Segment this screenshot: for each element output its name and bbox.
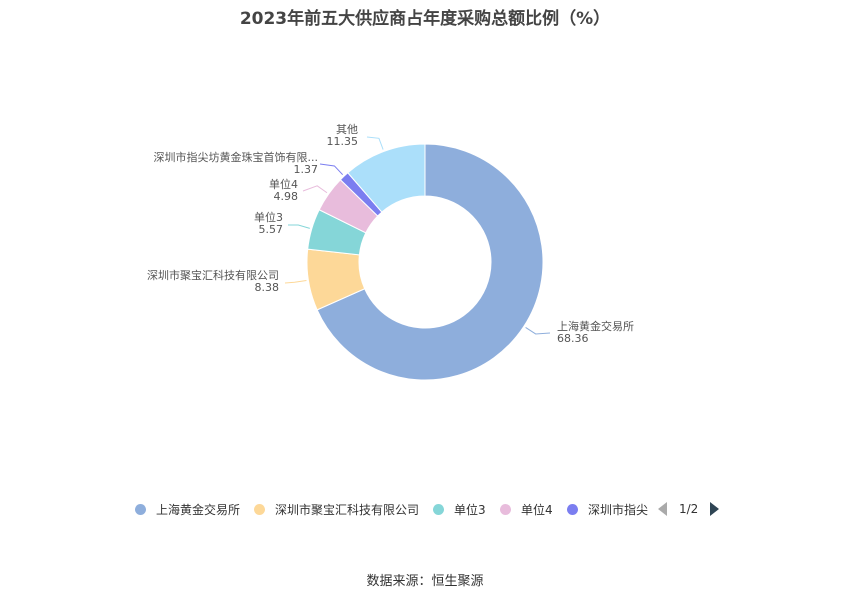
slice-value-label: 5.57 [259,223,284,236]
legend-item-5[interactable]: 深圳市指尖 [567,499,648,519]
chart-legend: 上海黄金交易所 深圳市聚宝汇科技有限公司 单位3 单位4 深圳市指尖 1/2 [0,499,850,521]
leader-line [302,185,328,194]
legend-swatch [433,503,444,515]
leader-line [287,224,310,229]
legend-pager: 1/2 [658,499,720,519]
leader-line [366,136,384,150]
data-source: 数据来源：恒生聚源 [366,574,484,589]
legend-swatch [254,503,265,515]
slice-label: 深圳市聚宝汇科技有限公司 [147,268,279,282]
slice-label: 深圳市指尖坊黄金珠宝首饰有限... [154,150,319,164]
legend-label: 深圳市聚宝汇科技有限公司 [275,502,420,517]
slice-value-label: 8.38 [255,281,280,294]
slice-label: 其他 [336,123,358,136]
legend-label: 单位3 [454,502,486,517]
legend-swatch [500,503,511,515]
legend-label: 上海黄金交易所 [156,502,241,517]
leader-line [284,279,307,284]
legend-next-icon[interactable] [710,502,720,516]
leader-line [319,163,344,176]
slice-value-label: 11.35 [327,135,359,148]
slice-value-label: 4.98 [274,190,299,203]
legend-prev-icon[interactable] [658,502,667,516]
slice-value-label: 68.36 [557,332,589,345]
legend-label: 单位4 [521,502,553,517]
legend-item-3[interactable]: 单位3 [433,499,486,519]
legend-item-2[interactable]: 深圳市聚宝汇科技有限公司 [254,499,419,519]
leader-line [525,327,551,335]
slice-value-label: 1.37 [294,163,319,176]
slice-label: 上海黄金交易所 [557,319,634,333]
legend-item-1[interactable]: 上海黄金交易所 [135,499,240,519]
chart-title: 2023年前五大供应商占年度采购总额比例（%） [239,9,611,29]
legend-page-indicator: 1/2 [679,502,699,516]
legend-item-4[interactable]: 单位4 [500,499,553,519]
donut-slice[interactable] [316,143,544,381]
legend-swatch [567,503,578,515]
donut-slice[interactable] [347,143,426,213]
slice-label: 单位4 [269,177,298,191]
slice-label: 单位3 [254,210,283,224]
legend-swatch [135,503,146,515]
legend-label: 深圳市指尖 [588,502,649,517]
